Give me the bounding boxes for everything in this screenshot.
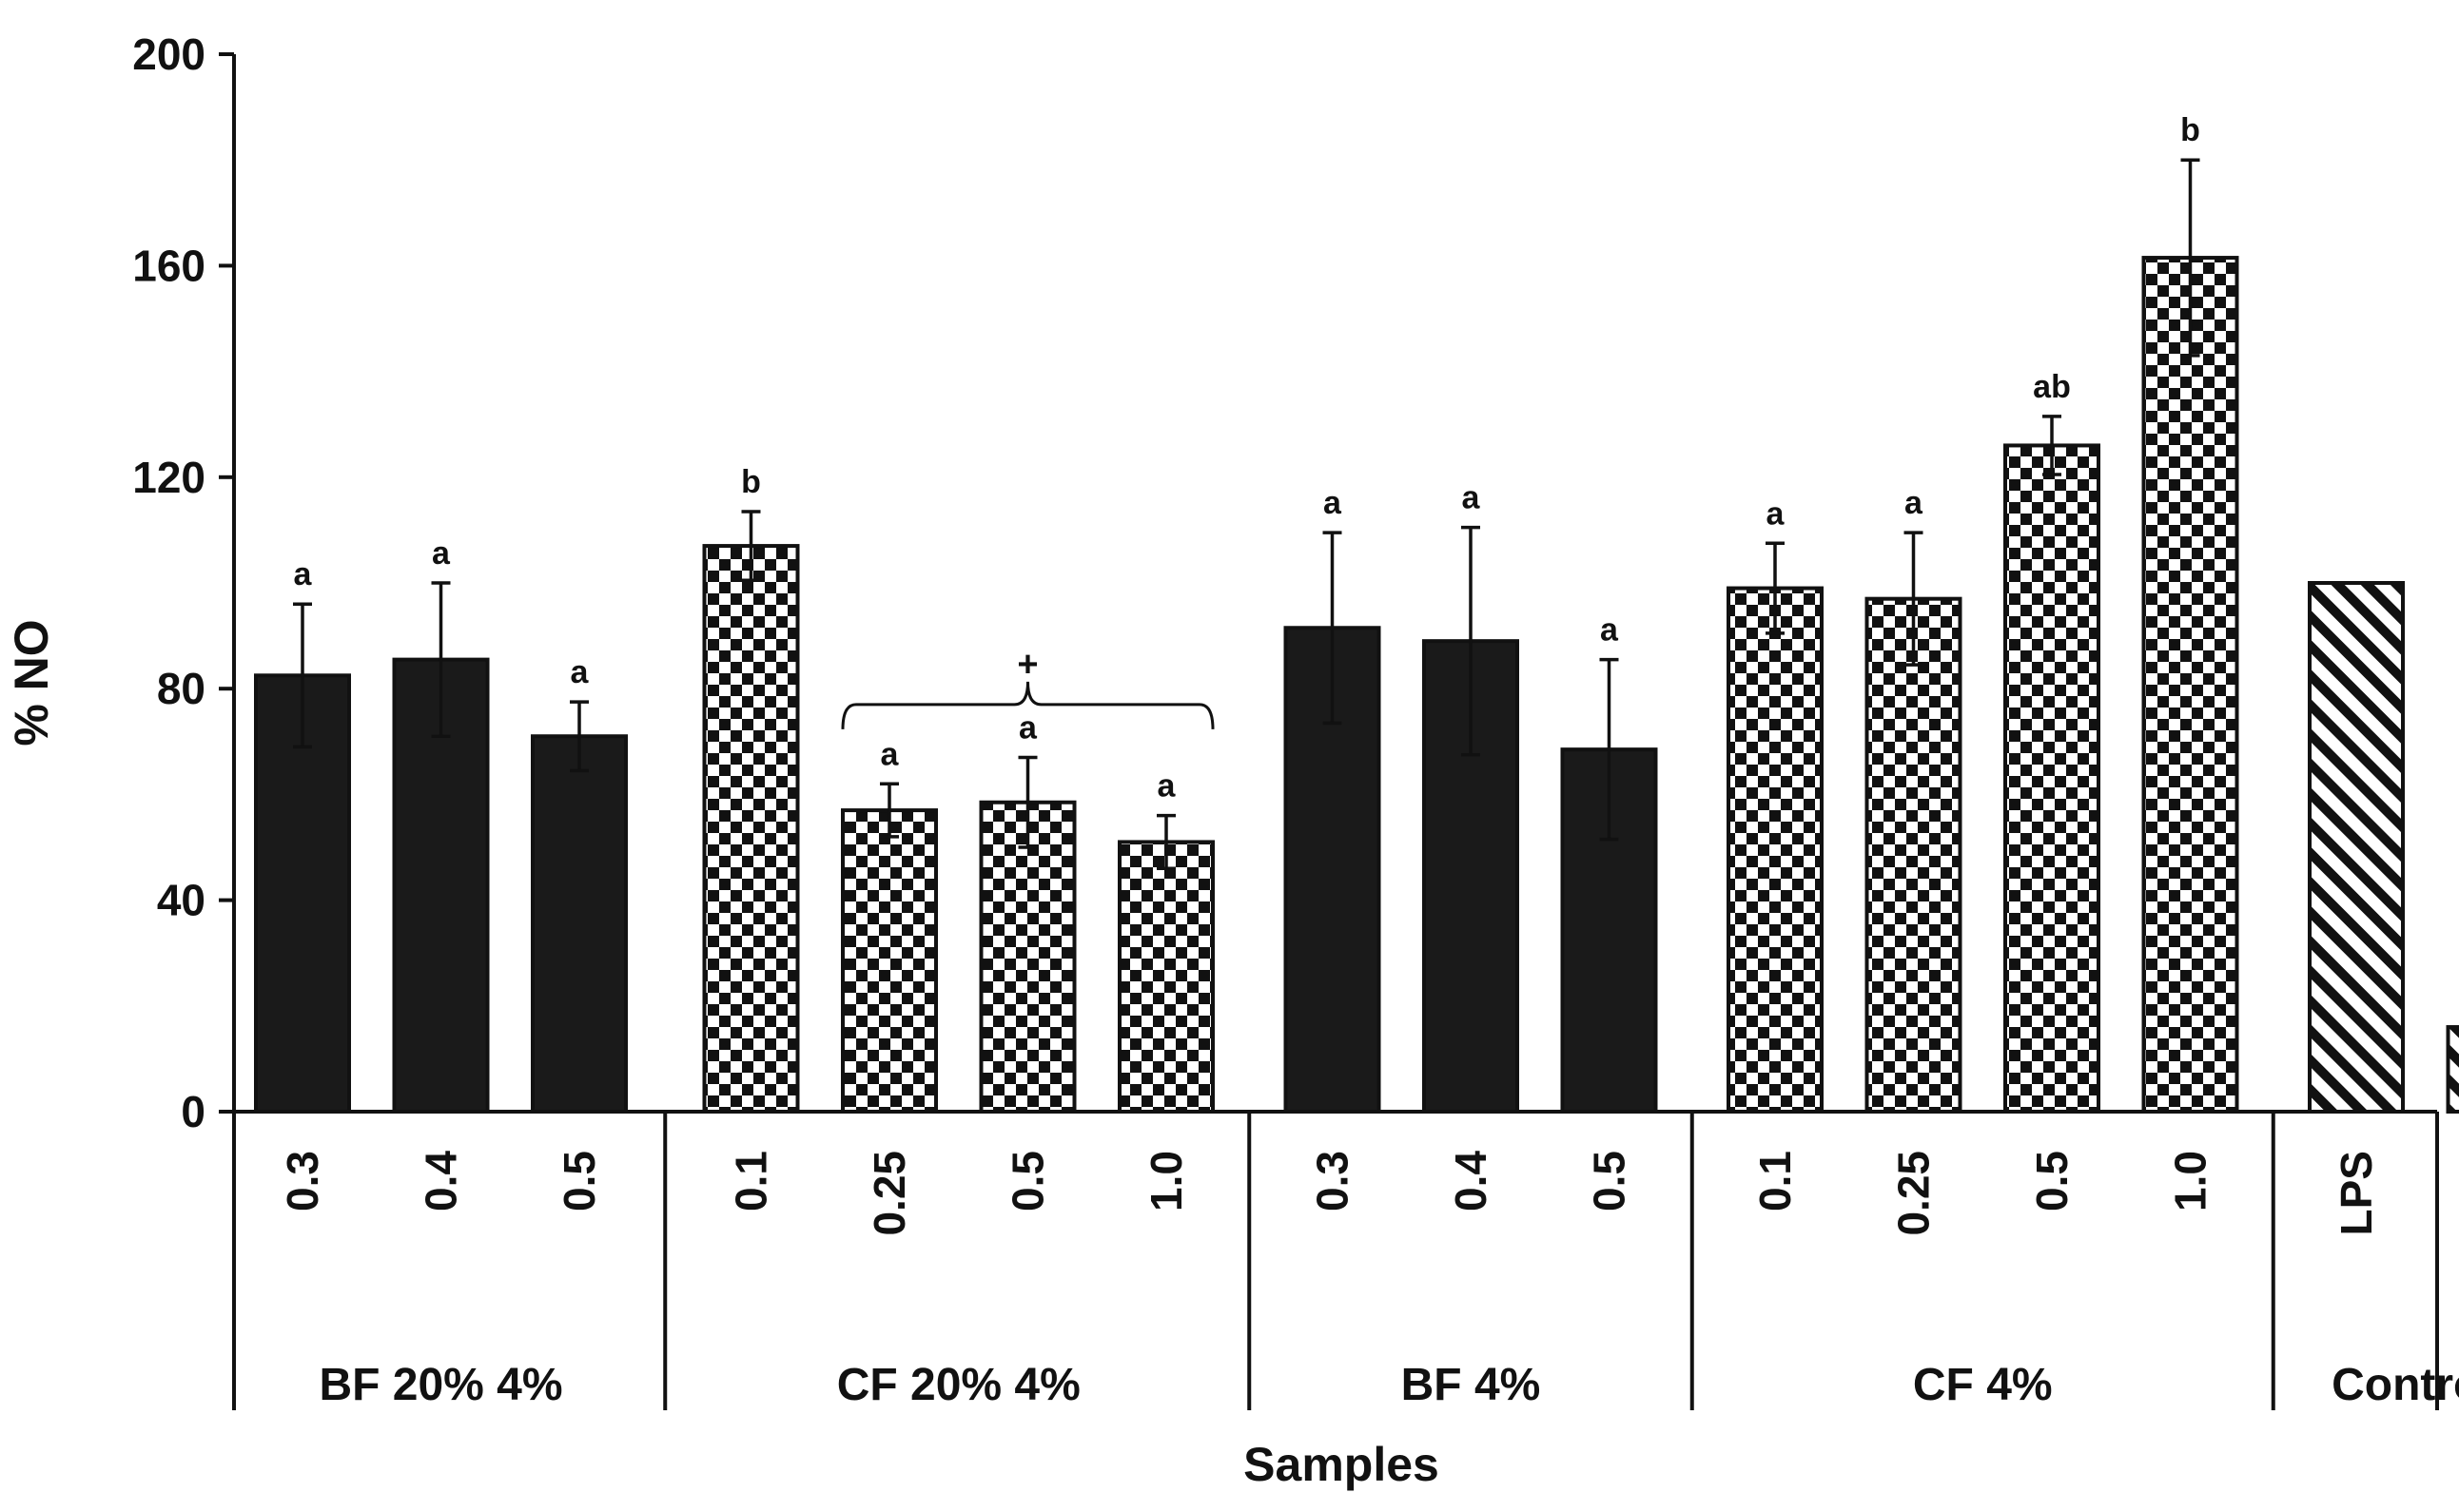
bar — [1283, 626, 1381, 1114]
x-tick-label: 0.4 — [1446, 1151, 1495, 1212]
y-tick-label: 120 — [132, 453, 205, 502]
bar — [1727, 586, 1824, 1114]
x-tick-label: 0.5 — [1585, 1151, 1634, 1212]
bar — [2446, 1025, 2459, 1115]
significance-letter: a — [881, 736, 900, 772]
significance-letter: a — [432, 535, 451, 572]
annotations: + — [841, 645, 1215, 729]
y-tick-label: 0 — [181, 1087, 205, 1136]
bar — [2003, 443, 2100, 1114]
group-label: BF 4% — [1401, 1360, 1541, 1410]
x-tick-label: 1.0 — [1142, 1151, 1191, 1212]
bar — [979, 800, 1077, 1114]
significance-letter: a — [1158, 768, 1177, 804]
significance-letter: b — [741, 464, 761, 500]
significance-letter: a — [1019, 709, 1038, 746]
x-tick-label: 0.3 — [278, 1151, 327, 1212]
x-axis-title: Samples — [1243, 1438, 1439, 1491]
bar — [2308, 581, 2405, 1114]
bar — [702, 544, 800, 1114]
x-tick-label: LPS — [2332, 1151, 2381, 1235]
group-label: BF 20% 4% — [319, 1360, 562, 1410]
bracket — [841, 681, 1215, 729]
bracket-mark: + — [1017, 645, 1038, 685]
significance-letter: ab — [2033, 369, 2071, 405]
y-tick-label: 40 — [157, 876, 205, 925]
x-tick-label: 0.25 — [1889, 1151, 1939, 1236]
x-tick-label: 0.5 — [555, 1151, 604, 1212]
x-tick-label: 0.5 — [1004, 1151, 1053, 1212]
y-axis-title: % NO — [5, 619, 58, 746]
significance-letter: b — [2180, 112, 2200, 148]
significance-letter: a — [1462, 480, 1481, 516]
bar — [1864, 596, 1962, 1114]
x-tick-label: 0.25 — [865, 1151, 914, 1236]
significance-letter: a — [294, 556, 313, 592]
x-tick-label: 1.0 — [2166, 1151, 2215, 1212]
group-label: Controls — [2332, 1360, 2459, 1410]
x-tick-label: 0.4 — [417, 1151, 466, 1212]
significance-letter: a — [1766, 495, 1786, 532]
y-tick-label: 80 — [157, 664, 205, 713]
bar — [841, 808, 938, 1115]
significance-letter: a — [1323, 485, 1342, 521]
significance-letter: a — [1600, 612, 1619, 649]
significance-letter: a — [1904, 485, 1923, 521]
y-tick-label: 200 — [132, 29, 205, 79]
bar — [1118, 840, 1215, 1114]
error-bars — [293, 158, 2200, 870]
y-tick-label: 160 — [132, 241, 205, 290]
bar — [2141, 256, 2239, 1114]
group-label: CF 20% 4% — [837, 1360, 1081, 1410]
x-tick-label: 0.1 — [1750, 1151, 1800, 1212]
x-axis: 0.3 0.4 0.5 BF 20% 4% 0.1 0.25 0.5 1.0 CF 20% 4%… — [232, 1110, 2459, 1410]
group-label: CF 4% — [1913, 1360, 2053, 1410]
x-tick-label: 0.5 — [2027, 1151, 2077, 1212]
significance-letter: a — [571, 654, 590, 690]
x-tick-label: 0.3 — [1308, 1151, 1357, 1212]
x-tick-label: 0.1 — [727, 1151, 776, 1212]
y-axis-ticks: 0 40 80 120 160 200 — [132, 29, 234, 1136]
bar — [531, 734, 628, 1114]
